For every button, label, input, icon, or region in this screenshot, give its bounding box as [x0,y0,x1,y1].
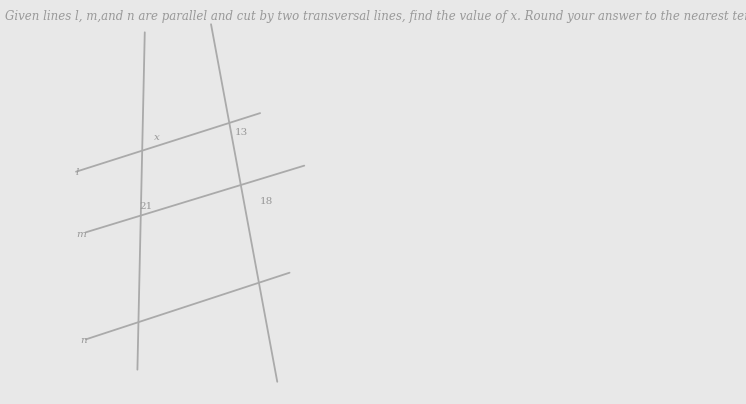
Text: 13: 13 [234,128,248,137]
Text: m: m [76,230,86,239]
Text: x: x [154,133,160,142]
Text: l: l [75,168,78,177]
Text: 18: 18 [260,198,273,206]
Text: Given lines l, m,and n are parallel and cut by two transversal lines, find the v: Given lines l, m,and n are parallel and … [5,10,746,23]
Text: 21: 21 [140,202,153,210]
Text: n: n [81,337,87,345]
